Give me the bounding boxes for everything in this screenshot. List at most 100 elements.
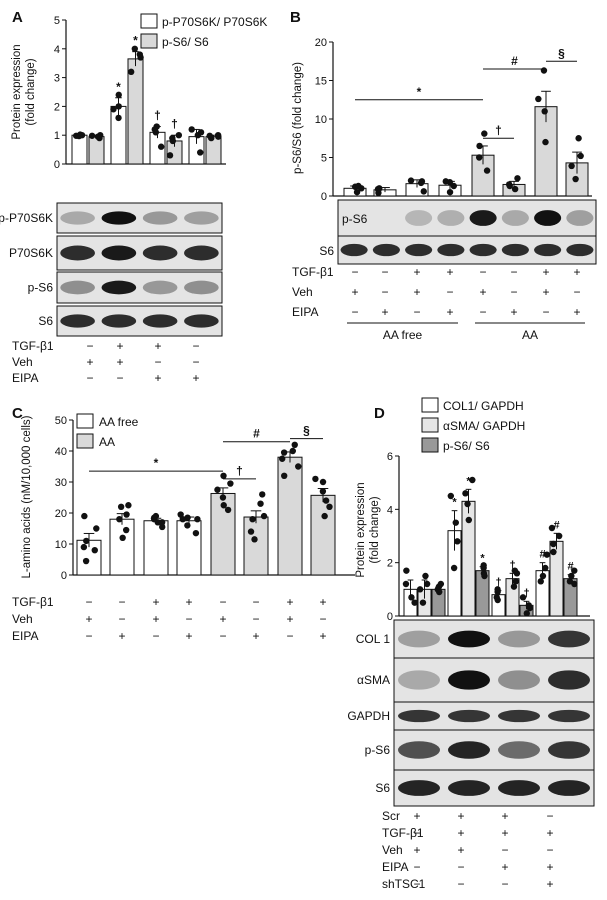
panel-a-p-p70s6k-band: [101, 211, 137, 225]
panel-d-data-point: [566, 578, 574, 585]
panel-c-data-point: [322, 497, 330, 504]
panel-a-data-point: [127, 68, 135, 76]
panel-a-condition-mark: −: [192, 355, 199, 369]
panel-b-data-point: [417, 179, 425, 187]
panel-d-condition-label: Veh: [382, 843, 403, 857]
panel-b-condition-mark: +: [542, 285, 549, 299]
panel-c-condition-mark: +: [185, 629, 192, 643]
panel-a-legend-label: p-S6/ S6: [162, 35, 209, 49]
panel-c-y-tick-label: 40: [55, 446, 67, 458]
panel-d-condition-mark: +: [457, 809, 464, 823]
panel-a-y-label: Protein expression (fold change): [11, 44, 37, 139]
panel-c-bar: [176, 520, 202, 576]
panel-b-data-point: [572, 175, 579, 183]
panel-b-condition-mark: −: [413, 305, 420, 319]
panel-d-data-point: [494, 586, 501, 593]
panel-b-data-point: [374, 185, 382, 193]
panel-d-data-point: [525, 602, 533, 609]
panel-d-condition-mark: −: [501, 877, 508, 891]
panel-c-legend-swatch: [76, 413, 94, 429]
panel-d-s6-band: [498, 780, 540, 796]
panel-c-condition-mark: −: [85, 595, 92, 609]
panel-b-condition-mark: +: [351, 285, 358, 299]
panel-c-data-point: [224, 506, 232, 514]
panel-d-data-point: [493, 594, 500, 601]
panel-d-condition-mark: −: [413, 860, 420, 874]
panel-a-condition-mark: −: [86, 371, 93, 385]
panel-d-data-point: [480, 570, 488, 577]
panel-d-data-point: [548, 524, 556, 532]
panel-d-p-s6-band: [498, 741, 540, 759]
panel-c-data-point: [291, 441, 298, 448]
panel-b-y-tick-label: 15: [315, 76, 327, 88]
panel-a-p-s6-blot-frame: [56, 271, 223, 304]
panel-d-col-1-band: [398, 630, 440, 648]
panel-d-condition-mark: −: [546, 809, 553, 823]
panel-b-data-point: [577, 152, 584, 160]
panel-c-legend-swatch: [76, 433, 94, 449]
panel-d-data-point: [447, 492, 455, 500]
panel-c-condition-mark: −: [286, 629, 293, 643]
panel-d-data-point: [465, 516, 473, 524]
panel-d-p-s6-band: [448, 741, 490, 759]
panel-d-condition-mark: +: [546, 826, 553, 840]
panel-c-data-point: [184, 514, 191, 521]
panel-c-condition-label: Veh: [12, 612, 33, 626]
panel-c-data-point: [280, 449, 288, 456]
panel-c-data-point: [247, 528, 255, 535]
panel-c-data-point: [184, 522, 191, 529]
panel-a-p-s6-band: [142, 280, 178, 295]
panel-b-data-point: [481, 130, 488, 137]
panel-d-legend-swatch: [421, 437, 439, 453]
panel-d-data-point: [454, 538, 461, 545]
panel-c-data-point: [326, 503, 333, 510]
panel-c-condition-mark: −: [219, 629, 226, 643]
panel-a-p-p70s6k-band: [60, 211, 95, 225]
panel-c-data-point: [319, 488, 327, 495]
panel-d-col-1-band: [448, 630, 490, 648]
panel-d-data-point: [512, 578, 519, 585]
panel-b-condition-mark: −: [479, 305, 486, 319]
panel-c-condition-mark: +: [152, 595, 159, 609]
panel-b-significance-mark: #: [511, 54, 518, 68]
panel-c-data-point: [321, 512, 328, 520]
panel-c-bar: [109, 518, 135, 576]
panel-c-condition-mark: +: [319, 595, 326, 609]
panel-b-data-point: [540, 67, 548, 74]
panel-a-data-point: [115, 103, 122, 110]
panel-d-condition-label: TGF-β1: [382, 826, 424, 840]
panel-a-legend-swatch: [140, 33, 158, 49]
panel-a-y-label-line: (fold change): [25, 58, 37, 125]
panel-a-y-tick-label: 5: [54, 15, 60, 27]
panel-c-data-point: [93, 525, 100, 532]
panel-a-s6-band: [101, 314, 137, 328]
panel-d-data-point: [469, 476, 476, 484]
panel-b-condition-mark: +: [446, 265, 453, 279]
panel-d-data-point: [411, 599, 418, 606]
panel-c-data-point: [81, 512, 88, 520]
panel-b-y-label: p-S6/S6 (fold change): [292, 62, 304, 174]
panel-d-gapdh-band: [398, 709, 440, 723]
panel-c-data-point: [227, 480, 234, 487]
panel-d-condition-mark: +: [546, 877, 553, 891]
panel-d-condition-mark: +: [413, 843, 420, 857]
panel-c-data-point: [319, 478, 327, 486]
panel-a-y-tick-label: 1: [54, 130, 60, 142]
panel-a-bar: [88, 136, 105, 165]
panel-c-legend-label: AA: [99, 435, 115, 449]
panel-c-data-point: [158, 519, 166, 526]
panel-a-data-point: [151, 126, 158, 133]
panel-label-d: D: [374, 405, 385, 422]
panel-b-data-point: [542, 138, 549, 146]
panel-c-data-point: [117, 503, 125, 510]
panel-b-p-s6-band: [405, 210, 433, 226]
panel-d-legend-swatch: [421, 417, 439, 433]
panel-a-condition-mark: +: [116, 339, 123, 353]
panel-b-data-point: [535, 95, 542, 103]
panel-d-significance-mark: #: [567, 561, 573, 573]
panel-b-data-point: [506, 182, 513, 190]
panel-c-data-point: [260, 512, 268, 520]
panel-b-condition-mark: −: [542, 305, 549, 319]
panel-a-y-tick-label: 2: [54, 101, 60, 113]
panel-a-condition-mark: −: [154, 355, 161, 369]
